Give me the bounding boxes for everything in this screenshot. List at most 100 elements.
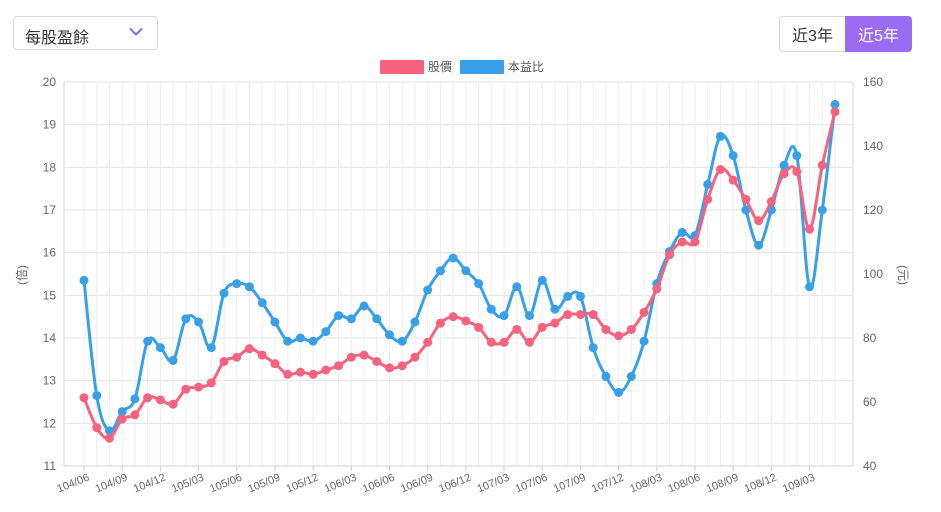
price-point[interactable] xyxy=(295,367,305,377)
price-point[interactable] xyxy=(92,423,102,433)
pe-point[interactable] xyxy=(295,333,305,343)
price-point[interactable] xyxy=(563,310,573,320)
price-point[interactable] xyxy=(525,337,535,347)
price-point[interactable] xyxy=(435,318,445,328)
price-point[interactable] xyxy=(652,284,662,294)
pe-point[interactable] xyxy=(283,336,293,346)
price-point[interactable] xyxy=(334,361,344,371)
price-point[interactable] xyxy=(575,310,585,320)
price-point[interactable] xyxy=(206,378,216,388)
price-point[interactable] xyxy=(283,369,293,379)
price-point[interactable] xyxy=(410,352,420,362)
pe-point[interactable] xyxy=(703,179,713,189)
price-point[interactable] xyxy=(448,312,458,322)
price-point[interactable] xyxy=(346,352,356,362)
price-point[interactable] xyxy=(194,382,204,392)
pe-point[interactable] xyxy=(219,288,229,298)
pe-point[interactable] xyxy=(79,275,89,285)
price-point[interactable] xyxy=(130,410,140,420)
price-point[interactable] xyxy=(512,324,522,334)
pe-point[interactable] xyxy=(588,343,598,353)
pe-point[interactable] xyxy=(397,336,407,346)
pe-point[interactable] xyxy=(601,371,611,381)
pe-point[interactable] xyxy=(423,285,433,295)
price-point[interactable] xyxy=(766,196,776,206)
legend-swatch-pe[interactable] xyxy=(460,60,504,74)
price-point[interactable] xyxy=(397,361,407,371)
pe-point[interactable] xyxy=(563,291,573,301)
price-point[interactable] xyxy=(423,337,433,347)
price-point[interactable] xyxy=(244,344,254,354)
pe-point[interactable] xyxy=(410,317,420,327)
price-point[interactable] xyxy=(805,224,815,234)
price-point[interactable] xyxy=(639,307,649,317)
pe-point[interactable] xyxy=(626,371,636,381)
metric-selector[interactable]: 每股盈餘 xyxy=(13,16,158,50)
price-point[interactable] xyxy=(677,237,687,247)
pe-point[interactable] xyxy=(792,151,802,161)
pe-point[interactable] xyxy=(830,99,840,109)
price-point[interactable] xyxy=(168,399,178,409)
pe-point[interactable] xyxy=(525,311,535,321)
range-3y-button[interactable]: 近3年 xyxy=(779,16,845,52)
pe-point[interactable] xyxy=(614,387,624,397)
pe-point[interactable] xyxy=(779,160,789,170)
pe-point[interactable] xyxy=(550,304,560,314)
pe-point[interactable] xyxy=(270,317,280,327)
price-point[interactable] xyxy=(308,369,318,379)
pe-point[interactable] xyxy=(461,266,471,276)
price-point[interactable] xyxy=(690,237,700,247)
pe-point[interactable] xyxy=(537,275,547,285)
price-point[interactable] xyxy=(461,316,471,326)
pe-point[interactable] xyxy=(308,336,318,346)
price-point[interactable] xyxy=(792,167,802,177)
price-point[interactable] xyxy=(143,393,153,403)
price-point[interactable] xyxy=(219,356,229,366)
price-point[interactable] xyxy=(181,384,191,394)
pe-point[interactable] xyxy=(334,311,344,321)
price-point[interactable] xyxy=(232,352,242,362)
pe-point[interactable] xyxy=(486,304,496,314)
pe-point[interactable] xyxy=(715,131,725,141)
price-point[interactable] xyxy=(728,175,738,185)
pe-point[interactable] xyxy=(817,205,827,215)
pe-point[interactable] xyxy=(474,279,484,289)
pe-point[interactable] xyxy=(130,394,140,404)
price-point[interactable] xyxy=(588,310,598,320)
pe-point[interactable] xyxy=(143,336,153,346)
pe-point[interactable] xyxy=(448,253,458,263)
pe-point[interactable] xyxy=(639,336,649,346)
price-point[interactable] xyxy=(626,324,636,334)
price-point[interactable] xyxy=(79,393,89,403)
pe-point[interactable] xyxy=(92,391,102,401)
pe-point[interactable] xyxy=(741,205,751,215)
price-point[interactable] xyxy=(474,322,484,332)
price-point[interactable] xyxy=(486,337,496,347)
price-point[interactable] xyxy=(537,322,547,332)
pe-point[interactable] xyxy=(754,240,764,250)
price-point[interactable] xyxy=(614,331,624,341)
pe-point[interactable] xyxy=(117,407,127,417)
price-point[interactable] xyxy=(601,324,611,334)
price-point[interactable] xyxy=(499,337,509,347)
price-point[interactable] xyxy=(117,414,127,424)
price-point[interactable] xyxy=(817,160,827,170)
pe-point[interactable] xyxy=(155,343,165,353)
pe-point[interactable] xyxy=(257,298,267,308)
price-point[interactable] xyxy=(703,194,713,204)
pe-point[interactable] xyxy=(677,227,687,237)
legend-label-price[interactable]: 股價 xyxy=(428,60,452,74)
pe-point[interactable] xyxy=(512,282,522,292)
price-point[interactable] xyxy=(715,164,725,174)
pe-point[interactable] xyxy=(181,314,191,324)
price-point[interactable] xyxy=(830,107,840,117)
price-point[interactable] xyxy=(155,395,165,405)
price-point[interactable] xyxy=(257,350,267,360)
price-point[interactable] xyxy=(372,356,382,366)
price-point[interactable] xyxy=(779,169,789,179)
pe-point[interactable] xyxy=(805,282,815,292)
pe-point[interactable] xyxy=(346,314,356,324)
price-point[interactable] xyxy=(270,359,280,369)
legend-swatch-price[interactable] xyxy=(380,60,424,74)
price-point[interactable] xyxy=(550,318,560,328)
